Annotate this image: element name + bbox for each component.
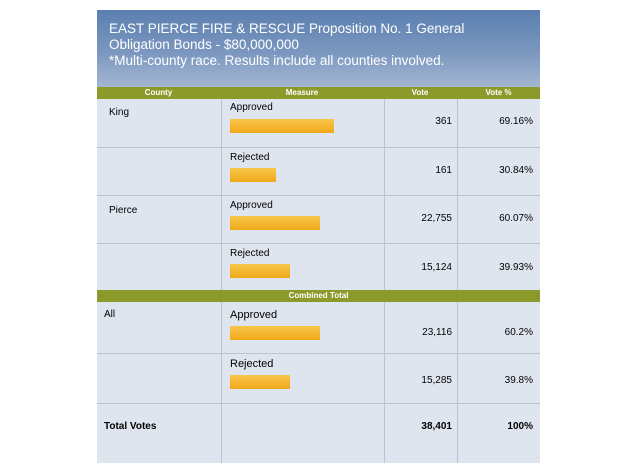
vote-count: 15,285 [421, 375, 452, 386]
county-cell: King [109, 107, 130, 118]
grid-line [97, 353, 540, 354]
grid-line [97, 403, 540, 404]
vote-percent: 30.84% [499, 165, 533, 176]
grid-line [97, 195, 540, 196]
total-vote-percent: 100% [507, 421, 533, 432]
measure-label: Approved [230, 200, 273, 211]
total-vote-count: 38,401 [421, 421, 452, 432]
vote-count: 361 [435, 116, 452, 127]
county-cell: All [104, 309, 116, 320]
vote-share-bar [230, 216, 320, 230]
grid-line [457, 302, 458, 463]
title-line-1: EAST PIERCE FIRE & RESCUE Proposition No… [109, 21, 465, 36]
col-measure: Measure [285, 88, 319, 97]
vote-percent: 39.8% [504, 375, 533, 386]
grid-line [384, 302, 385, 463]
grid-line [97, 243, 540, 244]
measure-label: Approved [230, 102, 273, 113]
vote-count: 161 [435, 165, 452, 176]
grid-line [457, 99, 458, 290]
vote-share-bar [230, 264, 290, 278]
combined-total-band: Combined Total [97, 290, 540, 302]
vote-count: 15,124 [421, 262, 452, 273]
col-vote-pct: Vote % [485, 88, 512, 97]
county-cell: Pierce [109, 205, 138, 216]
vote-count: 22,755 [421, 213, 452, 224]
total-votes-label: Total Votes [104, 421, 157, 432]
col-county: County [144, 88, 173, 97]
grid-line [384, 99, 385, 290]
title-line-2: Obligation Bonds - $80,000,000 [109, 37, 299, 52]
column-header-row: County Measure Vote Vote % [97, 87, 540, 99]
results-panel: EAST PIERCE FIRE & RESCUE Proposition No… [97, 10, 540, 463]
subtitle-note: *Multi-county race. Results include all … [109, 53, 445, 68]
grid-line [97, 147, 540, 148]
measure-label: Rejected [230, 248, 270, 259]
vote-share-bar [230, 326, 320, 340]
measure-label: Approved [230, 309, 278, 321]
vote-percent: 39.93% [499, 262, 533, 273]
grid-line [221, 302, 222, 463]
results-header: EAST PIERCE FIRE & RESCUE Proposition No… [97, 10, 540, 87]
grid-line [221, 99, 222, 290]
vote-share-bar [230, 375, 290, 389]
vote-percent: 60.07% [499, 213, 533, 224]
measure-label: Rejected [230, 152, 270, 163]
vote-share-bar [230, 168, 276, 182]
vote-percent: 60.2% [504, 327, 533, 338]
vote-count: 23,116 [422, 327, 452, 338]
vote-share-bar [230, 119, 334, 133]
measure-label: Rejected [230, 358, 274, 370]
col-vote: Vote [411, 88, 429, 97]
vote-percent: 69.16% [499, 116, 533, 127]
